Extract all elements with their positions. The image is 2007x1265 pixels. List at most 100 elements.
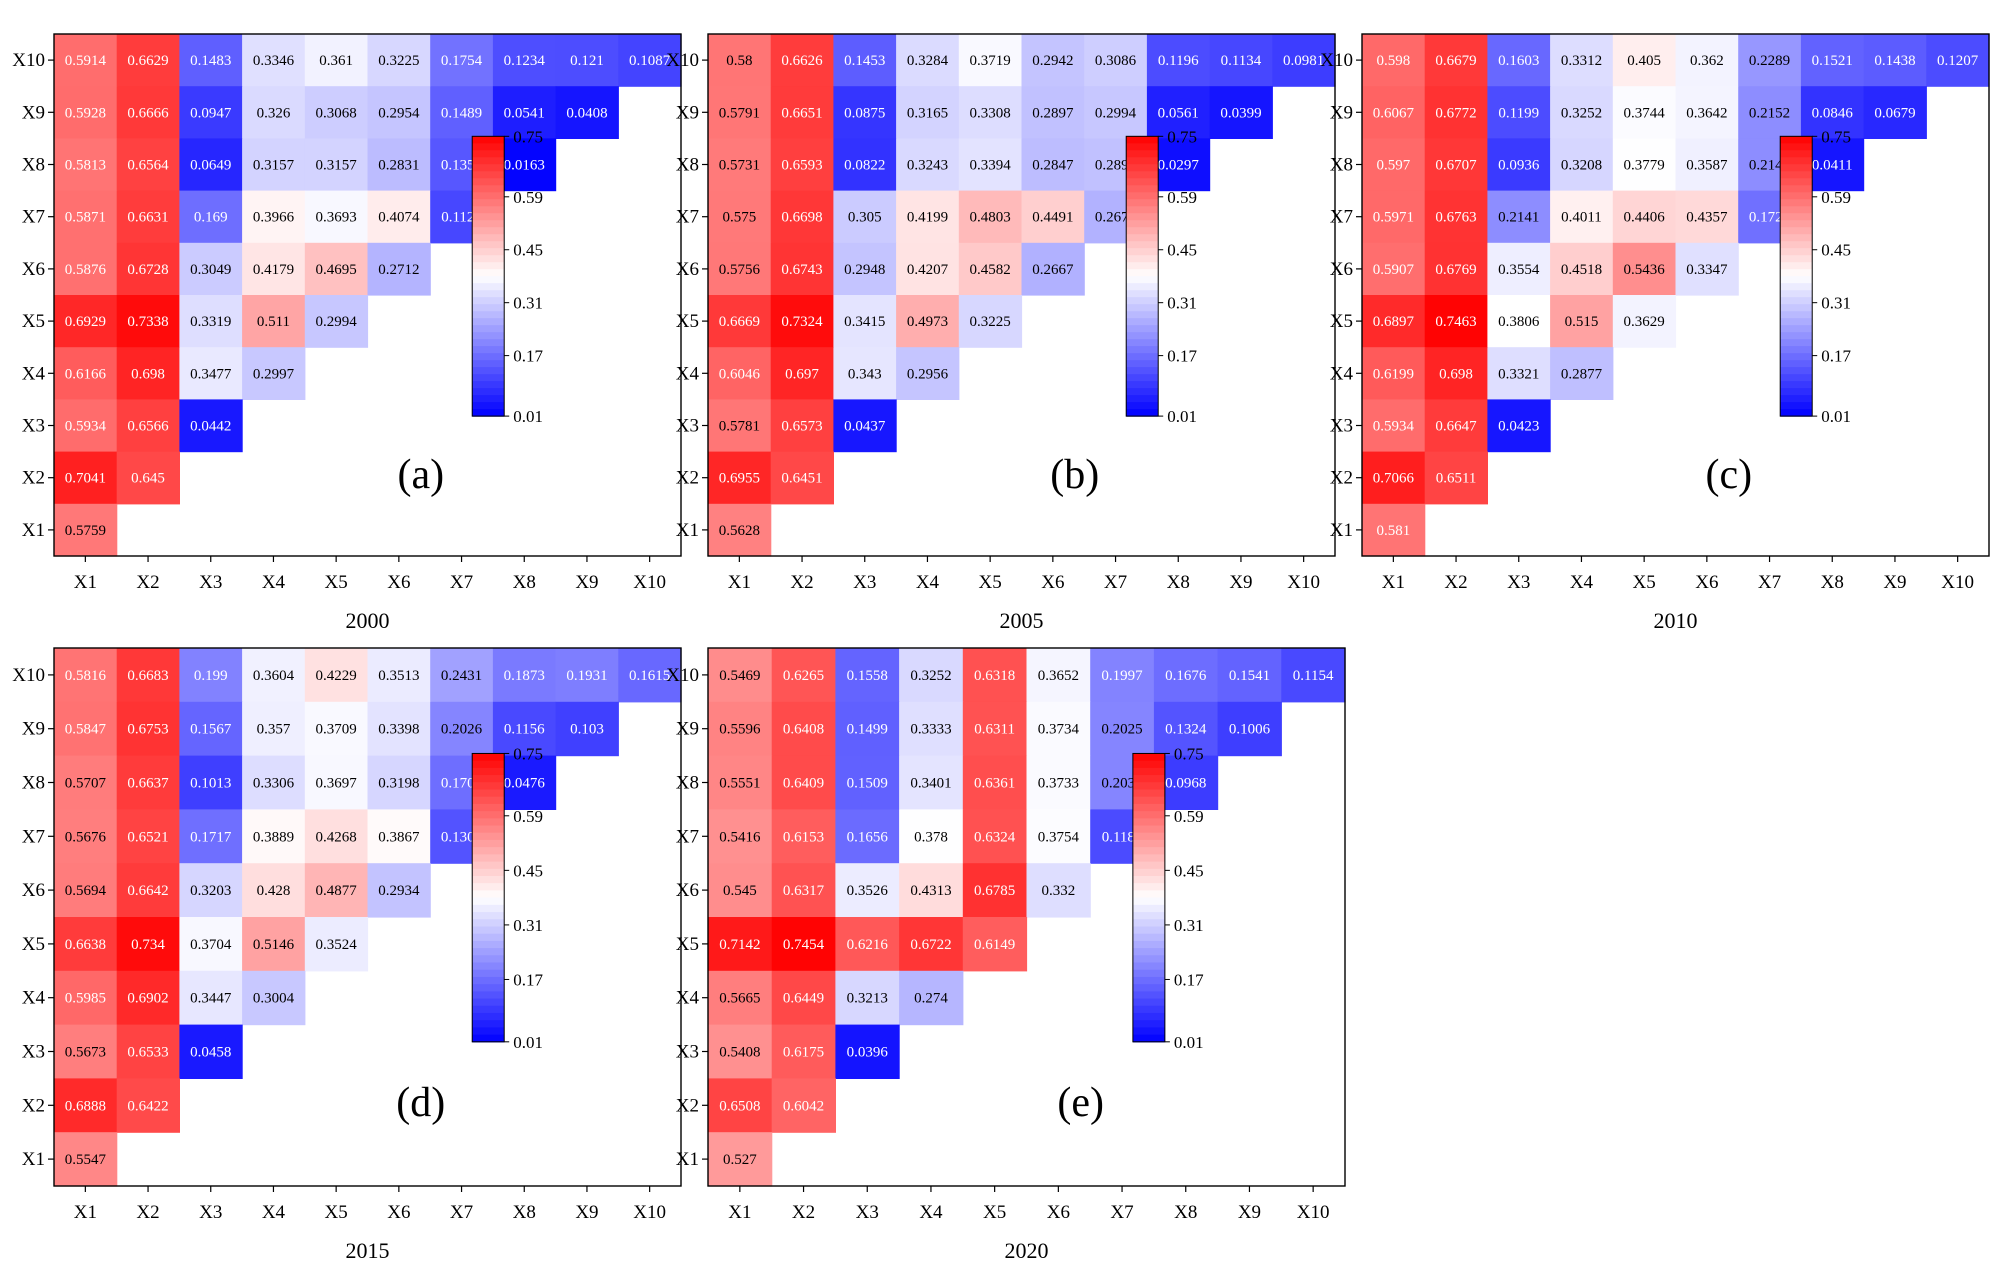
colorbar-tick-label: 0.45 <box>513 241 543 260</box>
cell-value-label: 0.3157 <box>253 158 295 174</box>
y-tick-label: X9 <box>22 102 45 123</box>
x-tick-label: X1 <box>728 1202 751 1223</box>
x-tick-label: X9 <box>575 1202 598 1223</box>
x-axis-label: 2000 <box>346 608 390 633</box>
colorbar-segment <box>1132 796 1165 805</box>
cell-value-label: 0.1199 <box>1498 105 1539 121</box>
cell-value-label: 0.1207 <box>1937 53 1979 69</box>
cell-value-label: 0.169 <box>194 210 228 226</box>
cell-value-label: 0.3401 <box>910 776 951 792</box>
colorbar-segment <box>1132 847 1165 855</box>
cell-value-label: 0.6897 <box>1373 314 1415 330</box>
cell-value-label: 0.2934 <box>378 883 420 899</box>
heatmap-cell <box>116 295 180 348</box>
x-tick-label: X8 <box>513 572 536 593</box>
cell-value-label: 0.6511 <box>1436 471 1477 487</box>
panel-label: (b) <box>1050 452 1099 498</box>
cell-value-label: 0.6637 <box>127 776 169 792</box>
heatmap-panel-3: 0.598 0.6679 0.1603 0.3312 0.405 0.362 0.2289 0… <box>1320 33 1990 633</box>
heatmap-cell <box>708 1078 773 1133</box>
colorbar: 0.75 0.59 0.45 0.31 0.17 0.01 <box>1132 744 1204 1052</box>
colorbar-tick-label: 0.59 <box>1167 188 1197 207</box>
cell-value-label: 0.3754 <box>1038 829 1080 845</box>
heatmap-cell <box>1153 648 1219 703</box>
colorbar-segment <box>472 890 505 899</box>
colorbar-tick-label: 0.31 <box>1167 294 1197 313</box>
colorbar-segment <box>472 782 505 791</box>
cell-value-label: 0.3779 <box>1624 158 1665 174</box>
x-tick-label: X2 <box>1444 572 1467 593</box>
heatmap-cell <box>1424 86 1488 139</box>
colorbar-segment <box>1132 976 1165 985</box>
cell-value-label: 0.7338 <box>127 314 168 330</box>
colorbar-segment <box>1126 206 1159 214</box>
heatmap-cell <box>492 648 557 703</box>
colorbar-segment <box>472 919 505 928</box>
x-tick-label: X9 <box>1229 572 1252 593</box>
x-tick-label: X3 <box>199 572 222 593</box>
heatmap-cell <box>116 755 180 810</box>
colorbar-segment <box>1132 1027 1165 1036</box>
colorbar-frame <box>471 135 505 417</box>
heatmap-cell <box>116 701 180 757</box>
heatmap-cell <box>54 1078 118 1133</box>
colorbar-segment <box>472 753 505 762</box>
heatmap-cell <box>962 648 1028 703</box>
y-tick-label: X9 <box>676 719 699 740</box>
cell-value-label: 0.3867 <box>378 829 420 845</box>
heatmap-cell <box>116 648 180 703</box>
cell-value-label: 0.0981 <box>1283 53 1324 69</box>
cell-value-label: 0.6317 <box>783 883 825 899</box>
colorbar-segment <box>472 367 505 375</box>
cell-value-label: 0.7463 <box>1435 314 1476 330</box>
cell-value-label: 0.3642 <box>1686 105 1727 121</box>
heatmap-cell <box>430 648 494 703</box>
colorbar-segment <box>1126 381 1159 389</box>
cell-value-label: 0.2994 <box>316 314 358 330</box>
cell-value-label: 0.3086 <box>1095 53 1137 69</box>
heatmap-cell <box>770 399 834 453</box>
cell-value-label: 0.6521 <box>127 829 168 845</box>
colorbar-segment <box>472 311 505 319</box>
cell-value-label: 0.6564 <box>127 158 169 174</box>
heatmap-cell <box>179 242 243 296</box>
heatmap-cell <box>116 399 180 453</box>
colorbar-tick-label: 0.17 <box>513 347 543 366</box>
colorbar-segment <box>1126 402 1159 410</box>
colorbar-segment <box>1780 213 1813 221</box>
colorbar-segment <box>1132 839 1165 848</box>
heatmap-cell <box>1281 648 1346 703</box>
heatmap-cell <box>54 86 118 139</box>
cell-value-label: 0.734 <box>131 937 165 953</box>
cell-value-label: 0.4695 <box>316 262 357 278</box>
heatmap-cell <box>835 863 900 918</box>
heatmap-cell <box>708 970 773 1026</box>
cell-value-label: 0.6772 <box>1435 105 1476 121</box>
colorbar-tick-label: 0.75 <box>513 744 543 763</box>
colorbar-segment <box>1126 360 1159 368</box>
cell-value-label: 0.428 <box>257 883 291 899</box>
heatmap-cell <box>1550 347 1614 400</box>
heatmap-cell <box>896 347 960 400</box>
colorbar-segment <box>472 991 505 1000</box>
panel-label: (d) <box>396 1080 445 1126</box>
heatmap-cell <box>1487 399 1551 453</box>
heatmap-cell <box>367 648 431 703</box>
heatmap-cell <box>708 190 772 244</box>
axes-frame <box>53 33 682 557</box>
cell-value-label: 0.5876 <box>65 262 107 278</box>
heatmap-cell <box>54 917 118 972</box>
cell-value-label: 0.6216 <box>847 937 889 953</box>
cell-value-label: 0.3203 <box>190 883 231 899</box>
heatmap-cell <box>116 347 180 400</box>
colorbar-segment <box>1126 234 1159 242</box>
colorbar-segment <box>1126 276 1159 284</box>
heatmap-cell <box>835 917 900 972</box>
colorbar-segment <box>1126 199 1159 207</box>
colorbar-segment <box>1126 367 1159 375</box>
cell-value-label: 0.2712 <box>378 262 419 278</box>
heatmap-cell <box>367 863 431 918</box>
heatmap-cell <box>1090 648 1155 703</box>
colorbar-segment <box>1126 304 1159 312</box>
heatmap-cell <box>1362 190 1426 244</box>
